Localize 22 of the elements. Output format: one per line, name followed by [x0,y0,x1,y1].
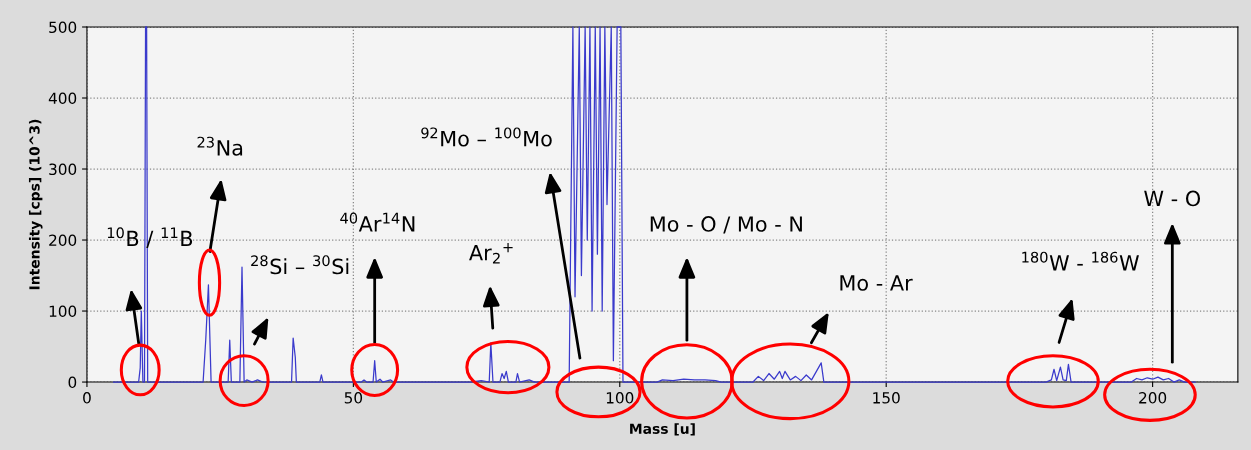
annotation: $^{40}$Ar$^{14}$N [340,212,415,232]
x-tick-label: 100 [606,392,634,404]
y-tick-label: 200 [49,234,77,247]
y-axis-title: Intensity [cps] (10^3) [28,119,43,290]
annotation: Ar$_{2}$$^{+}$ [469,243,513,264]
x-axis-title: Mass [u] [630,423,695,436]
annotation: Mo - Ar [840,275,913,291]
annotation: $^{23}$Na [197,136,243,156]
annotation: $^{180}$W - $^{186}$W [1022,251,1139,271]
x-tick-label: 50 [344,392,363,404]
y-tick-label: 400 [48,92,77,105]
annotation: $^{92}$Mo – $^{100}$Mo [421,127,552,147]
x-tick-label: 150 [873,392,900,404]
y-tick-label: 0 [68,376,77,389]
y-tick-label: 300 [49,163,77,176]
annotation: W - O [1144,190,1201,207]
annotation: $^{28}$Si – $^{30}$Si [251,255,349,275]
y-tick-label: 500 [49,21,77,34]
x-tick-label: 0 [83,392,91,404]
y-tick-label: 100 [49,305,77,318]
x-tick-label: 200 [1139,392,1167,404]
annotation: Mo - O / Mo - N [650,216,802,234]
